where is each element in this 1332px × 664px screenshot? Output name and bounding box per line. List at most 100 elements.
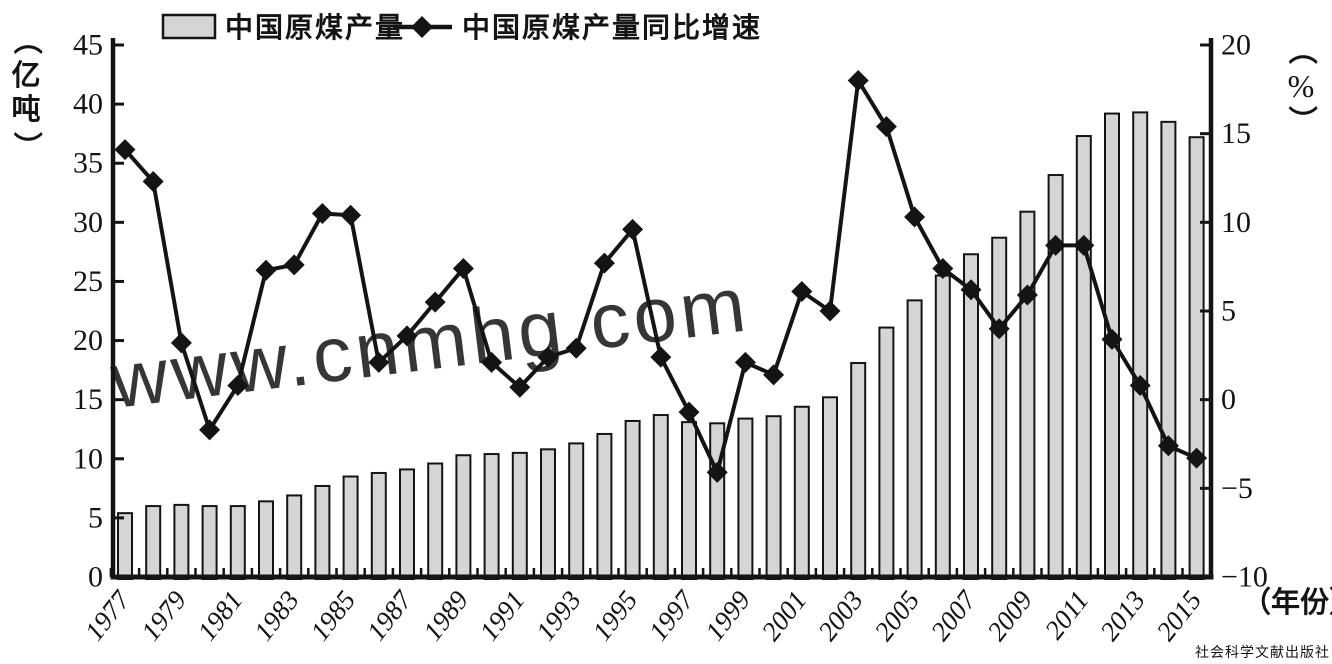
bar-1985	[342, 475, 359, 580]
diamond-marker-2008	[988, 318, 1010, 340]
legend-diamond-marker-icon	[411, 16, 433, 38]
diamond-marker-2001	[791, 280, 813, 302]
diamond-marker-2015	[1186, 447, 1208, 469]
x-axis-tick-label: 1991	[474, 585, 531, 646]
bar-1978	[145, 505, 162, 581]
x-axis-tick-label: 2015	[1150, 585, 1207, 646]
x-axis-tick-label: 1997	[643, 584, 701, 646]
diamond-marker-1993	[565, 337, 587, 359]
x-axis-tick-label: 2005	[868, 585, 925, 646]
left-axis-tick-label: 15	[73, 383, 103, 416]
diamond-marker-1982	[255, 259, 277, 281]
right-axis-tick-label: −10	[1221, 561, 1268, 594]
diamond-marker-1986	[368, 351, 390, 373]
diamond-marker-1990	[481, 351, 503, 373]
diamond-marker-1983	[283, 254, 305, 276]
x-axis-unit-label: （年份）	[1242, 585, 1332, 619]
bar-1977	[117, 512, 133, 580]
diamond-marker-1985	[340, 204, 362, 226]
diamond-marker-1984	[311, 202, 333, 224]
bar-2015	[1188, 136, 1205, 580]
bar-2008	[991, 236, 1008, 581]
bar-2004	[878, 326, 895, 580]
diamond-marker-2012	[1101, 328, 1123, 350]
right-axis-tick-label: 10	[1221, 206, 1251, 239]
x-axis-tick-label: 2011	[1039, 585, 1095, 644]
left-axis-tick-label: 30	[73, 206, 103, 239]
bar-1981	[229, 505, 246, 581]
bar-2005	[906, 299, 923, 580]
x-axis-tick-label: 1989	[417, 585, 474, 646]
x-axis-tick-label: 2007	[925, 584, 983, 646]
diamond-marker-1979	[170, 332, 192, 354]
bar-1979	[173, 503, 190, 580]
x-axis-tick-label: 1981	[192, 585, 249, 646]
x-axis-tick-label: 1999	[699, 585, 756, 646]
diamond-marker-1987	[396, 325, 418, 347]
bar-1990	[483, 453, 500, 580]
left-axis-unit-label: ）	[10, 131, 43, 160]
x-axis-tick-label: 1987	[361, 584, 419, 646]
diamond-marker-2014	[1157, 435, 1179, 457]
left-axis-tick-label: 25	[73, 265, 103, 298]
diamond-marker-2006	[932, 257, 954, 279]
x-axis-tick-label: 2013	[1094, 585, 1151, 646]
left-axis-unit-label: （	[10, 25, 43, 54]
diamond-marker-2010	[1045, 234, 1067, 256]
axis-unit-layer: （亿吨）（%）	[10, 25, 1318, 160]
bar-2013	[1132, 111, 1149, 581]
x-axis-tick-label: 1983	[248, 585, 305, 646]
left-axis-tick-label: 35	[73, 147, 103, 180]
legend-line-label: 中国原煤产量同比增速	[462, 12, 762, 43]
bar-1988	[427, 462, 444, 580]
x-axis-tick-label: 2009	[981, 585, 1038, 646]
diamond-marker-1994	[593, 252, 615, 274]
axis-layer	[109, 38, 1214, 580]
diamond-marker-1991	[509, 376, 531, 398]
bar-1983	[286, 494, 303, 580]
x-axis-tick-label: 1995	[586, 585, 643, 646]
bar-2014	[1160, 120, 1177, 580]
diamond-marker-1996	[650, 346, 672, 368]
diamond-marker-1995	[622, 218, 644, 240]
bars-layer	[117, 111, 1205, 581]
diamond-marker-1988	[424, 291, 446, 313]
right-axis-unit-label: （	[1285, 35, 1318, 64]
publisher-watermark-text: 社会科学文献出版社	[1195, 644, 1330, 660]
left-axis-tick-label: 40	[73, 88, 103, 121]
left-axis-tick-label: 10	[73, 442, 103, 475]
left-axis-unit-label: 吨	[11, 93, 40, 126]
diamond-marker-1992	[537, 346, 559, 368]
right-axis-unit-label: ）	[1285, 105, 1318, 134]
bar-2000	[765, 415, 782, 580]
left-axis-tick-label: 5	[88, 501, 103, 534]
bar-1992	[540, 448, 556, 580]
legend-bar-label: 中国原煤产量	[225, 12, 405, 43]
diamond-marker-2005	[904, 206, 926, 228]
right-axis-tick-label: 20	[1221, 29, 1251, 62]
bar-2006	[934, 274, 951, 580]
legend: 中国原煤产量 中国原煤产量同比增速	[161, 12, 762, 43]
bar-1980	[201, 505, 218, 581]
bar-1996	[652, 414, 669, 580]
bar-1986	[370, 471, 387, 580]
bar-2003	[850, 362, 867, 581]
bar-1994	[596, 432, 613, 580]
diamond-marker-1980	[199, 419, 221, 441]
diamond-marker-2009	[1016, 284, 1038, 306]
x-axis-tick-label: 2001	[756, 585, 813, 646]
bar-2007	[963, 253, 979, 580]
diamond-marker-2004	[875, 116, 897, 138]
diamond-marker-2011	[1073, 234, 1095, 256]
diamond-marker-1977	[114, 139, 136, 161]
right-axis-tick-label: 5	[1221, 295, 1236, 328]
bar-1987	[399, 468, 415, 581]
x-axis-tick-label: 2003	[812, 585, 869, 646]
bar-1989	[455, 454, 472, 580]
diamond-marker-2002	[819, 300, 841, 322]
x-axis-tick-label: 1993	[530, 585, 587, 646]
bar-2002	[822, 396, 838, 580]
diamond-marker-1978	[142, 171, 164, 193]
